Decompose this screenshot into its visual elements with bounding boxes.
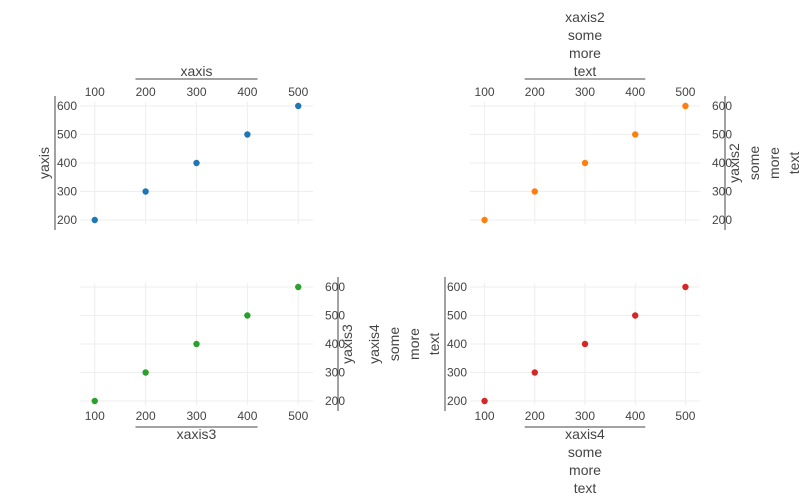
subplot-1-y-tick-label: 600 [57, 99, 77, 113]
subplot-4-x-title-line: text [574, 480, 597, 496]
subplot-4-x-title-line: some [568, 444, 602, 460]
subplot-2-x-tick-label: 300 [575, 85, 595, 99]
subplot-2-x-tick-label: 500 [675, 85, 695, 99]
subplot-2-y-tick-label: 300 [712, 185, 732, 199]
subplot-3-point[interactable] [91, 397, 98, 405]
subplot-4-point[interactable] [682, 283, 689, 291]
subplot-4-x-tick-label: 300 [575, 409, 595, 423]
subplot-3-y-tick-label: 200 [325, 394, 345, 408]
subplot-2-point[interactable] [581, 159, 589, 167]
subplot-2-x-title-line: some [568, 27, 602, 43]
subplot-3-point[interactable] [193, 340, 200, 348]
subplot-2-y-tick-label: 600 [712, 99, 732, 113]
subplot-4-x-tick-label: 400 [625, 409, 645, 423]
subplot-1-point[interactable] [244, 131, 251, 138]
subplot-1-point[interactable] [142, 188, 149, 195]
subplot-1-point[interactable] [295, 102, 302, 110]
subplot-2-x-title-line: text [574, 63, 597, 79]
subplot-4-y-axis-title: yaxis4 some more text [366, 324, 442, 364]
subplot-4: 100 200 300 400 500 200 300 400 500 600 xaxis4 some… [366, 277, 700, 496]
subplot-3: 100 200 300 400 500 200 300 400 500 600 xaxis3 yaxi… [80, 277, 355, 442]
subplot-2-y-title-line: some [746, 146, 762, 180]
subplot-3-y-axis-title: yaxis3 [339, 324, 355, 364]
subplot-3-point[interactable] [295, 283, 302, 291]
subplot-3-x-title-line: xaxis3 [177, 426, 217, 442]
subplot-2-y-title-line: text [786, 152, 800, 175]
subplot-2-x-tick-label: 200 [525, 85, 545, 99]
subplot-2-x-title-line: xaxis2 [565, 9, 605, 25]
subplot-1-y-axis-title: yaxis [36, 147, 52, 179]
subplot-1-x-title-line: xaxis [181, 63, 213, 79]
subplot-2: 100 200 300 400 500 200 300 400 500 600 xaxis2 some… [470, 9, 800, 230]
subplot-1-x-tick-label: 300 [186, 85, 206, 99]
subplot-3-x-tick-label: 400 [237, 409, 257, 423]
subplot-2-point[interactable] [682, 102, 689, 110]
subplot-1-x-tick-label: 200 [136, 85, 156, 99]
subplot-2-y-title-line: more [766, 147, 782, 179]
subplot-4-point[interactable] [632, 312, 639, 319]
subplot-4-y-tick-label: 600 [447, 280, 467, 294]
subplot-4-y-title-line: yaxis4 [366, 324, 382, 364]
subplot-2-y-axis-title: yaxis2 some more text [726, 143, 800, 183]
subplot-1-y-tick-label: 500 [57, 127, 77, 141]
subplot-1-x-tick-label: 500 [288, 85, 308, 99]
subplot-4-x-axis-title: xaxis4 some more text [565, 426, 605, 496]
subplot-2-x-tick-label: 100 [475, 85, 495, 99]
subplot-3-x-tick-label: 300 [186, 409, 206, 423]
subplot-4-x-title-line: more [569, 462, 601, 478]
subplot-2-x-title-line: more [569, 45, 601, 61]
subplot-3-y-tick-label: 300 [325, 366, 345, 380]
subplot-1-x-axis-title: xaxis [181, 63, 213, 79]
subplot-3-y-tick-label: 600 [325, 280, 345, 294]
subplot-4-y-tick-label: 200 [447, 394, 467, 408]
subplot-2-x-tick-label: 400 [625, 85, 645, 99]
subplot-3-y-title-line: yaxis3 [339, 324, 355, 364]
subplot-4-x-tick-label: 500 [675, 409, 695, 423]
subplot-1-y-title-line: yaxis [36, 147, 52, 179]
subplot-4-point[interactable] [481, 397, 488, 405]
subplot-1: 100 200 300 400 500 200 300 400 500 600 xaxis yaxis [36, 63, 313, 230]
subplot-1-x-tick-label: 100 [85, 85, 105, 99]
subplot-3-x-tick-label: 500 [288, 409, 308, 423]
subplot-1-y-tick-label: 200 [57, 213, 77, 227]
subplot-1-point[interactable] [193, 159, 200, 167]
subplot-2-y-tick-label: 500 [712, 127, 732, 141]
subplot-3-y-tick-label: 400 [325, 337, 345, 351]
subplot-4-y-tick-label: 500 [447, 308, 467, 322]
subplot-4-y-title-line: text [426, 333, 442, 356]
subplot-2-x-axis-title: xaxis2 some more text [565, 9, 605, 79]
subplot-2-point[interactable] [632, 131, 639, 138]
subplot-1-y-tick-label: 400 [57, 156, 77, 170]
subplot-1-x-tick-label: 400 [237, 85, 257, 99]
subplot-2-point[interactable] [481, 216, 488, 224]
subplot-4-x-title-line: xaxis4 [565, 426, 605, 442]
subplot-2-y-tick-label: 400 [712, 156, 732, 170]
subplot-3-x-tick-label: 200 [136, 409, 156, 423]
subplot-2-y-tick-label: 200 [712, 213, 732, 227]
subplot-3-x-axis-title: xaxis3 [177, 426, 217, 442]
subplot-3-x-tick-label: 100 [85, 409, 105, 423]
subplot-3-y-tick-label: 500 [325, 308, 345, 322]
subplot-4-point[interactable] [531, 369, 538, 376]
subplot-2-y-title-line: yaxis2 [726, 143, 742, 183]
subplot-3-point[interactable] [244, 312, 251, 319]
subplot-2-point[interactable] [531, 188, 538, 195]
subplot-1-point[interactable] [91, 216, 98, 224]
subplot-4-y-tick-label: 300 [447, 366, 467, 380]
subplot-4-y-title-line: some [386, 327, 402, 361]
subplot-4-y-title-line: more [406, 328, 422, 360]
subplot-4-y-tick-label: 400 [447, 337, 467, 351]
subplot-4-x-tick-label: 100 [475, 409, 495, 423]
subplot-1-y-tick-label: 300 [57, 185, 77, 199]
subplot-4-point[interactable] [581, 340, 589, 348]
subplot-4-x-tick-label: 200 [525, 409, 545, 423]
subplot-3-point[interactable] [142, 369, 149, 376]
